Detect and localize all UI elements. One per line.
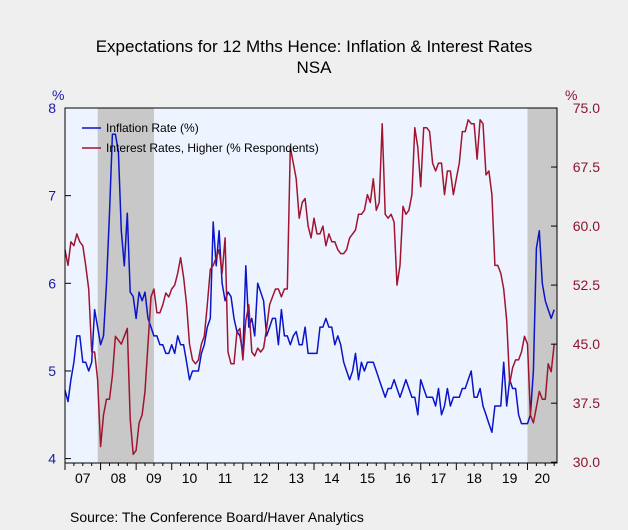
left-tick-label: 7	[48, 188, 56, 204]
chart-title: Expectations for 12 Mths Hence: Inflatio…	[96, 37, 533, 56]
x-tick-label: 09	[146, 470, 162, 486]
right-axis-unit: %	[565, 87, 577, 103]
x-tick-label: 08	[111, 470, 127, 486]
chart-subtitle: NSA	[297, 58, 333, 77]
x-tick-label: 19	[502, 470, 518, 486]
x-tick-label: 15	[360, 470, 376, 486]
left-tick-label: 6	[48, 275, 56, 291]
right-tick-label: 67.5	[573, 159, 600, 175]
x-tick-label: 16	[395, 470, 411, 486]
legend-label-interest: Interest Rates, Higher (% Respondents)	[106, 141, 319, 155]
right-tick-label: 45.0	[573, 336, 600, 352]
x-tick-label: 20	[534, 470, 550, 486]
left-axis: 4 5 6 7 8	[48, 100, 71, 467]
x-tick-label: 11	[218, 470, 233, 486]
x-tick-label: 10	[182, 470, 198, 486]
left-axis-unit: %	[52, 87, 64, 103]
series-line-inflation	[64, 133, 555, 434]
series-lines-group	[64, 119, 555, 456]
legend-label-inflation: Inflation Rate (%)	[106, 121, 199, 135]
left-tick-label: 5	[48, 363, 56, 379]
left-tick-label: 8	[48, 100, 56, 116]
source-note: Source: The Conference Board/Haver Analy…	[70, 509, 364, 525]
x-tick-label: 14	[324, 470, 340, 486]
right-tick-label: 60.0	[573, 218, 600, 234]
x-tick-label: 17	[431, 470, 447, 486]
right-tick-label: 52.5	[573, 277, 600, 293]
x-tick-label: 12	[253, 470, 269, 486]
x-axis: 07 08 09 10 11 12 13 14 15 16 17 18 19 20	[64, 463, 555, 486]
legend: Inflation Rate (%) Interest Rates, Highe…	[82, 121, 319, 155]
series-line-interest	[64, 119, 555, 456]
left-tick-label: 4	[48, 451, 56, 467]
right-tick-label: 37.5	[573, 395, 600, 411]
x-tick-label: 18	[466, 470, 482, 486]
right-axis: 30.0 37.5 45.0 52.5 60.0 67.5 75.0	[551, 100, 600, 470]
right-tick-label: 75.0	[573, 100, 600, 116]
x-tick-label: 07	[75, 470, 91, 486]
right-tick-label: 30.0	[573, 454, 600, 470]
x-tick-label: 13	[288, 470, 304, 486]
